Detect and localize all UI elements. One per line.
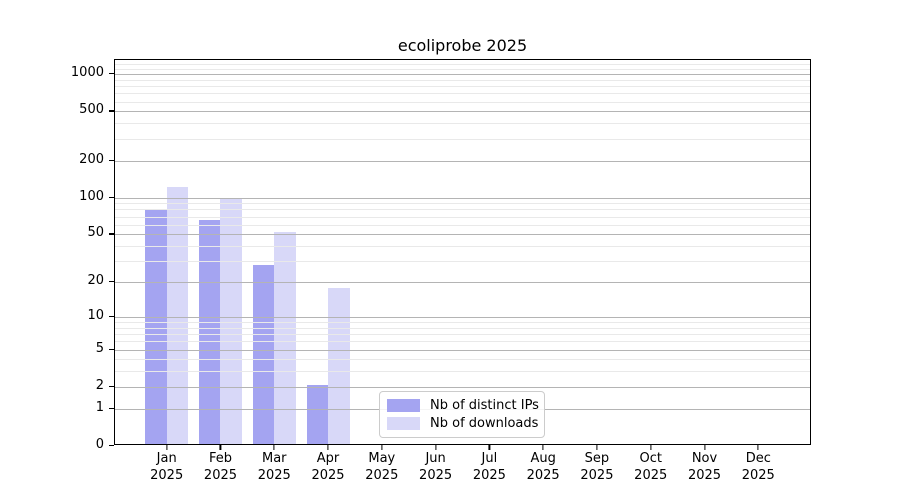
y-tick-label-50: 50 — [87, 225, 104, 241]
y-tick-mark-0 — [109, 445, 114, 447]
y-tick-label-2: 2 — [95, 377, 104, 393]
x-tick-mark-dec-2025 — [757, 445, 759, 450]
minor-gridline-9 — [115, 322, 810, 324]
minor-gridline-4 — [115, 359, 810, 361]
bar-nb-of-downloads-feb-2025 — [220, 198, 242, 444]
y-tick-label-500: 500 — [79, 102, 104, 118]
major-gridline-2 — [115, 386, 810, 388]
minor-gridline-3 — [115, 371, 810, 373]
x-tick-label-jan-2025: Jan 2025 — [150, 451, 184, 483]
legend-label-nb-of-distinct-ips: Nb of distinct IPs — [430, 398, 539, 414]
minor-gridline-7 — [115, 334, 810, 336]
major-gridline-1000 — [115, 74, 810, 76]
y-tick-label-10: 10 — [87, 307, 104, 323]
x-tick-label-dec-2025: Dec 2025 — [741, 451, 775, 483]
y-tick-mark-1000 — [109, 73, 114, 75]
x-tick-mark-oct-2025 — [650, 445, 652, 450]
y-tick-label-0: 0 — [95, 436, 104, 452]
x-tick-mark-jan-2025 — [166, 445, 168, 450]
y-tick-mark-50 — [109, 233, 114, 235]
y-tick-label-200: 200 — [79, 151, 104, 167]
minor-gridline-40 — [115, 246, 810, 248]
y-tick-mark-20 — [109, 281, 114, 283]
x-tick-label-aug-2025: Aug 2025 — [526, 451, 560, 483]
x-tick-label-jul-2025: Jul 2025 — [472, 451, 506, 483]
major-gridline-10 — [115, 316, 810, 318]
major-gridline-100 — [115, 197, 810, 199]
y-tick-mark-200 — [109, 159, 114, 161]
minor-gridline-60 — [115, 224, 810, 226]
major-gridline-200 — [115, 160, 810, 162]
bar-nb-of-distinct-ips-feb-2025 — [198, 220, 221, 444]
y-tick-label-100: 100 — [79, 188, 104, 204]
major-gridline-50 — [115, 234, 810, 236]
x-tick-mark-nov-2025 — [703, 445, 706, 450]
minor-gridline-900 — [115, 79, 810, 81]
minor-gridline-80 — [115, 209, 810, 211]
y-tick-label-5: 5 — [95, 340, 104, 356]
x-tick-label-may-2025: May 2025 — [365, 451, 399, 483]
x-tick-label-mar-2025: Mar 2025 — [257, 451, 291, 483]
minor-gridline-8 — [115, 327, 810, 329]
plot-area — [114, 59, 811, 445]
x-tick-label-oct-2025: Oct 2025 — [634, 451, 668, 483]
y-tick-mark-1 — [109, 407, 114, 409]
x-tick-mark-may-2025 — [381, 445, 383, 450]
minor-gridline-70 — [115, 216, 810, 218]
minor-gridline-1100 — [115, 68, 810, 70]
y-tick-mark-2 — [109, 385, 114, 388]
x-tick-mark-jun-2025 — [435, 445, 437, 450]
x-tick-label-jun-2025: Jun 2025 — [419, 451, 453, 483]
x-tick-mark-apr-2025 — [327, 445, 329, 450]
minor-gridline-300 — [115, 138, 810, 140]
bar-nb-of-distinct-ips-apr-2025 — [306, 384, 329, 444]
bar-nb-of-downloads-mar-2025 — [274, 232, 296, 444]
legend-label-nb-of-downloads: Nb of downloads — [430, 415, 539, 431]
legend: Nb of distinct IPs Nb of downloads — [379, 391, 545, 438]
x-tick-mark-jul-2025 — [488, 445, 490, 450]
chart-title: ecoliprobe 2025 — [397, 36, 528, 55]
y-tick-label-20: 20 — [87, 273, 104, 289]
x-tick-label-apr-2025: Apr 2025 — [311, 451, 345, 483]
x-tick-mark-aug-2025 — [542, 445, 544, 450]
y-tick-mark-10 — [109, 315, 114, 318]
legend-item-nb-of-distinct-ips: Nb of distinct IPs — [387, 397, 539, 414]
y-tick-mark-100 — [109, 196, 114, 198]
major-gridline-500 — [115, 111, 810, 113]
x-tick-label-nov-2025: Nov 2025 — [687, 451, 722, 483]
x-tick-mark-feb-2025 — [219, 445, 222, 450]
x-tick-label-feb-2025: Feb 2025 — [203, 451, 238, 483]
x-tick-mark-sep-2025 — [596, 445, 598, 450]
y-tick-label-1: 1 — [95, 399, 104, 415]
minor-gridline-6 — [115, 341, 810, 343]
legend-swatch-nb-of-downloads — [387, 416, 420, 430]
minor-gridline-1200 — [115, 64, 810, 66]
x-tick-mark-mar-2025 — [273, 445, 275, 450]
minor-gridline-600 — [115, 101, 810, 103]
minor-gridline-30 — [115, 261, 810, 263]
minor-gridline-400 — [115, 123, 810, 125]
legend-item-nb-of-downloads: Nb of downloads — [387, 415, 539, 432]
x-tick-label-sep-2025: Sep 2025 — [580, 451, 614, 483]
minor-gridline-800 — [115, 86, 810, 88]
bar-nb-of-distinct-ips-mar-2025 — [252, 264, 275, 444]
major-gridline-5 — [115, 349, 810, 351]
bar-nb-of-downloads-apr-2025 — [328, 288, 350, 444]
bar-nb-of-distinct-ips-jan-2025 — [145, 208, 167, 444]
major-gridline-20 — [115, 282, 810, 284]
minor-gridline-700 — [115, 93, 810, 95]
minor-gridline-90 — [115, 203, 810, 205]
legend-swatch-nb-of-distinct-ips — [387, 399, 420, 413]
y-tick-mark-500 — [109, 110, 114, 112]
y-tick-label-1000: 1000 — [70, 65, 104, 81]
y-tick-mark-5 — [109, 348, 114, 350]
bar-nb-of-downloads-jan-2025 — [166, 187, 189, 444]
